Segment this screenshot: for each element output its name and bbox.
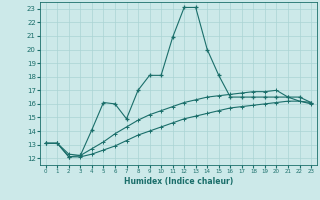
X-axis label: Humidex (Indice chaleur): Humidex (Indice chaleur) (124, 177, 233, 186)
